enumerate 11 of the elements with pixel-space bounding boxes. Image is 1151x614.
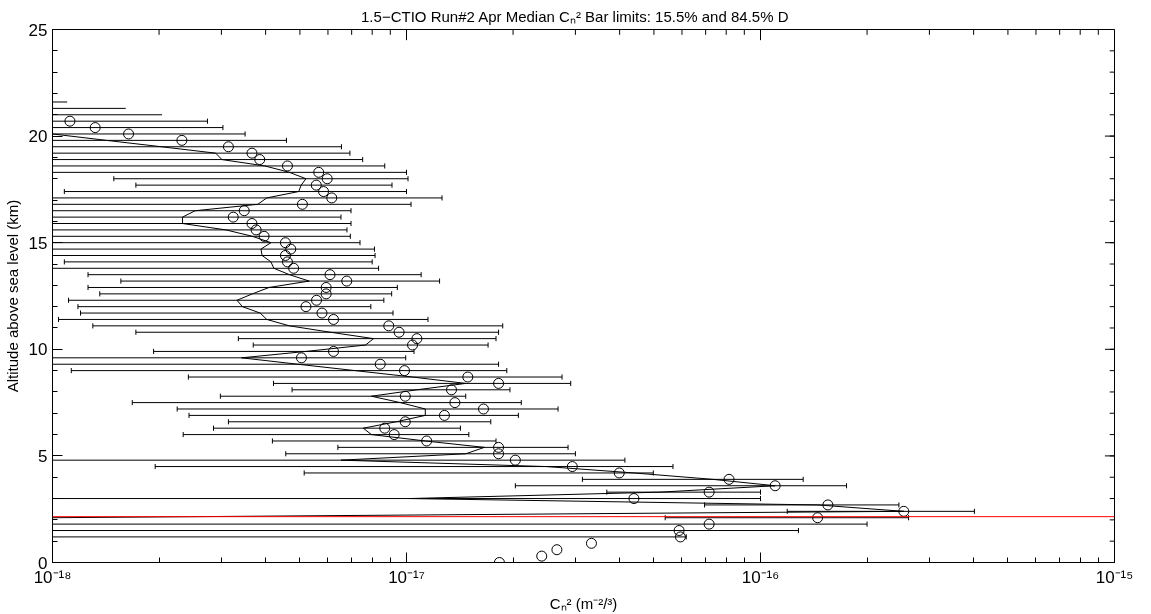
x-axis-title: Cₙ² (m⁻²/³) <box>549 594 618 612</box>
y-tick-label: 5 <box>38 446 48 466</box>
x-tick-label: 10⁻¹⁷ <box>388 567 425 587</box>
y-tick-label: 20 <box>28 127 48 147</box>
y-tick-label: 25 <box>28 20 48 40</box>
y-tick-label: 15 <box>28 233 48 253</box>
chart-title: 1.5−CTIO Run#2 Apr Median Cₙ² Bar limits: 15.5% and 84.5% D <box>361 7 789 25</box>
y-tick-label: 10 <box>28 340 48 360</box>
x-tick-label: 10⁻¹⁵ <box>1095 567 1134 587</box>
x-tick-label: 10⁻¹⁶ <box>741 567 780 587</box>
y-axis-title: Altitude above sea level (km) <box>3 199 21 393</box>
